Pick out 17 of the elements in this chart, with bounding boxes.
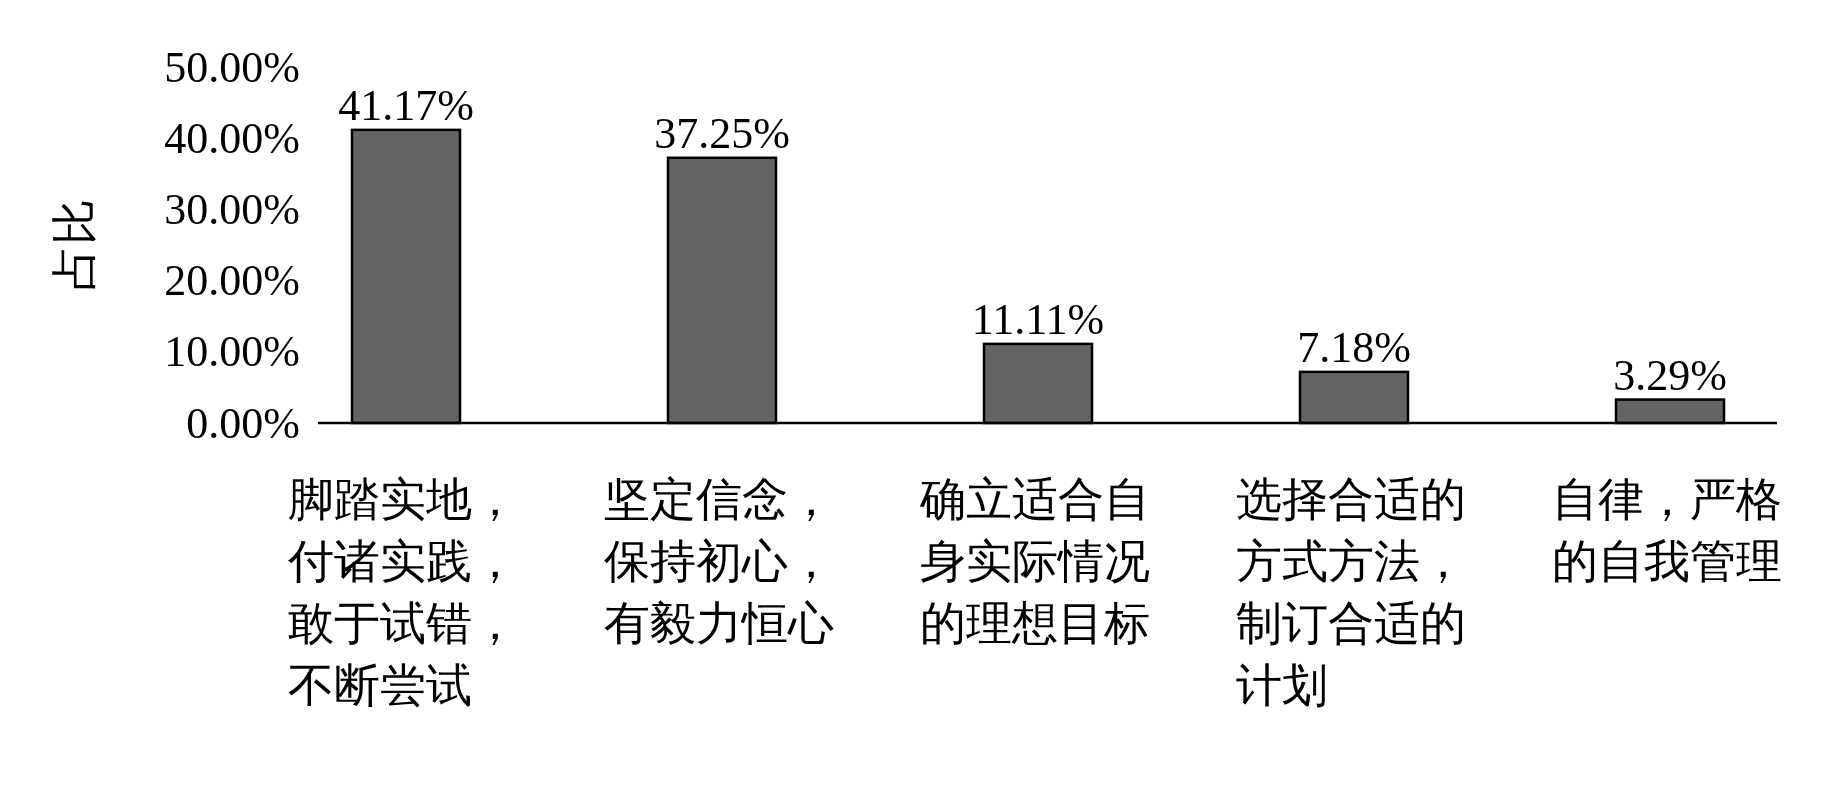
y-tick-label: 30.00% — [164, 184, 300, 234]
data-label: 3.29% — [1613, 350, 1727, 400]
data-label: 37.25% — [654, 108, 790, 158]
x-tick-label: 坚定信念，保持初心，有毅力恒心 — [604, 474, 834, 649]
x-tick-label: 脚踏实地，付诸实践，敢于试错，不断尝试 — [287, 474, 518, 711]
y-tick-label: 0.00% — [186, 398, 300, 448]
y-axis-title: 占比 — [49, 199, 100, 291]
y-tick-label: 10.00% — [164, 327, 300, 377]
data-label: 41.17% — [338, 80, 474, 130]
x-tick-label: 确立适合自身实际情况的理想目标 — [919, 474, 1150, 649]
y-tick-label: 40.00% — [164, 113, 300, 163]
data-label: 11.11% — [971, 294, 1105, 344]
y-tick-label: 50.00% — [164, 42, 300, 92]
x-tick-label: 选择合适的方式方法，制订合适的计划 — [1236, 474, 1466, 711]
data-label: 7.18% — [1297, 322, 1411, 372]
x-tick-label: 自律，严格的自我管理 — [1552, 474, 1782, 587]
y-tick-label: 20.00% — [164, 256, 300, 306]
